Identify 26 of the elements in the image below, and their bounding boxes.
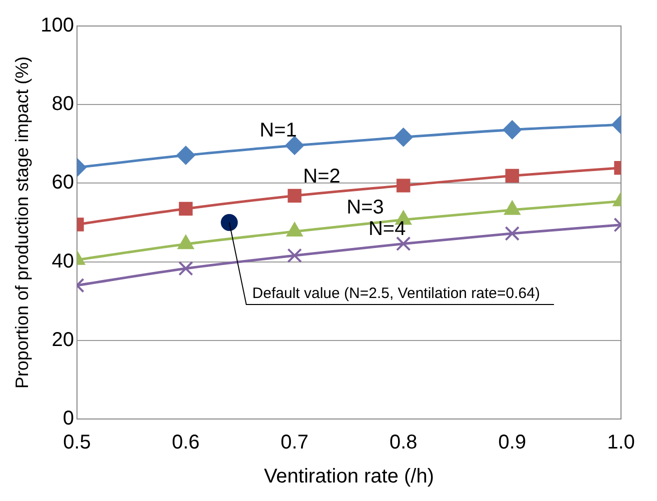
point <box>220 214 238 231</box>
x-tick-label: 0.6 <box>172 432 200 454</box>
y-tick-label: 40 <box>52 250 74 272</box>
series-label: N=2 <box>303 166 340 188</box>
y-tick-label: 80 <box>52 93 74 116</box>
annotation: Default value (N=2.5, Ventilation rate=0.64) <box>252 285 540 302</box>
point <box>288 188 302 203</box>
point <box>396 178 410 192</box>
x-tick-label: 1.0 <box>607 432 635 454</box>
point <box>285 136 304 155</box>
point <box>287 248 302 263</box>
y-axis-title: Proportion of production stage impact (%) <box>12 56 32 389</box>
series-label: N=3 <box>346 196 384 218</box>
point <box>394 128 413 147</box>
y-tick-label: 0 <box>62 408 74 430</box>
x-axis-title: Ventiration rate (/h) <box>264 466 434 488</box>
y-tick-label: 100 <box>40 14 74 37</box>
point <box>396 236 411 252</box>
x-tick-label: 0.8 <box>389 432 418 454</box>
y-tick-label: 60 <box>52 172 74 194</box>
y-tick-label: 20 <box>52 328 74 351</box>
series-label: N=1 <box>260 119 297 142</box>
x-tick-label: 0.5 <box>63 432 91 454</box>
series-label: N=4 <box>368 218 406 240</box>
x-tick-label: 0.7 <box>280 432 308 454</box>
x-tick-label: 0.9 <box>498 432 526 454</box>
